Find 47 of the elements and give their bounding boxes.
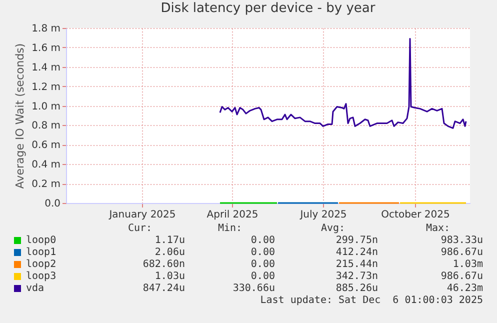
text: 0.00 bbox=[250, 259, 275, 271]
legend-label: vda bbox=[26, 283, 44, 295]
text: Avg: bbox=[320, 223, 346, 235]
text: 46.23m bbox=[446, 283, 483, 295]
y-tick-label: 0.4 m bbox=[32, 160, 60, 171]
text: 983.33u bbox=[440, 235, 483, 247]
text: 0.00 bbox=[250, 235, 275, 247]
x-tick-label: July 2025 bbox=[299, 210, 347, 220]
y-tick-label: 0.6 m bbox=[32, 140, 60, 152]
legend-label: loop3 bbox=[26, 271, 56, 283]
x-tick-label: October 2025 bbox=[381, 210, 450, 220]
line-series bbox=[219, 38, 467, 129]
text: 1.03m bbox=[452, 259, 483, 271]
text: 847.24u bbox=[142, 283, 185, 295]
text: 1.03u bbox=[154, 271, 185, 283]
y-tick-label: 1.0 m bbox=[32, 101, 60, 112]
text: Max: bbox=[424, 223, 452, 235]
chart-title: Disk latency per device - by year bbox=[160, 1, 376, 16]
y-tick-label: 0.8 m bbox=[32, 120, 60, 132]
y-tick-label: 1.6 m bbox=[32, 42, 60, 54]
y-axis-title: Average IO Wait (seconds) bbox=[14, 43, 27, 189]
y-tick-label: 1.8 m bbox=[32, 24, 60, 34]
text: Last update: Sat Dec 6 01:00:03 2025 bbox=[260, 295, 483, 307]
text: 2.06u bbox=[154, 247, 185, 259]
text: 299.75n bbox=[334, 235, 378, 247]
text: 342.73n bbox=[334, 271, 378, 283]
text: 682.60n bbox=[142, 259, 185, 271]
x-tick-label: April 2025 bbox=[206, 210, 258, 220]
legend-label: loop0 bbox=[26, 235, 56, 247]
y-tick-label: 1.2 m bbox=[32, 82, 60, 93]
text: 215.44n bbox=[334, 259, 378, 271]
text: 0.00 bbox=[250, 247, 275, 259]
text: Cur: bbox=[126, 223, 154, 235]
y-tick-label: 1.4 m bbox=[32, 62, 60, 74]
y-tick-label: 0.0 bbox=[44, 198, 60, 210]
legend-label: loop2 bbox=[26, 259, 56, 271]
text: Min: bbox=[216, 223, 244, 235]
text: 0.00 bbox=[250, 271, 275, 283]
legend-label: loop1 bbox=[26, 247, 56, 259]
text: 412.24n bbox=[334, 247, 378, 259]
text: 986.67u bbox=[440, 271, 483, 283]
text: 330.66u bbox=[232, 283, 275, 295]
y-tick-label: 0.2 m bbox=[32, 179, 60, 190]
text: 1.17u bbox=[154, 235, 185, 247]
text: 885.26u bbox=[334, 283, 378, 295]
text: 986.67u bbox=[440, 247, 483, 259]
x-tick-label: January 2025 bbox=[108, 210, 176, 220]
